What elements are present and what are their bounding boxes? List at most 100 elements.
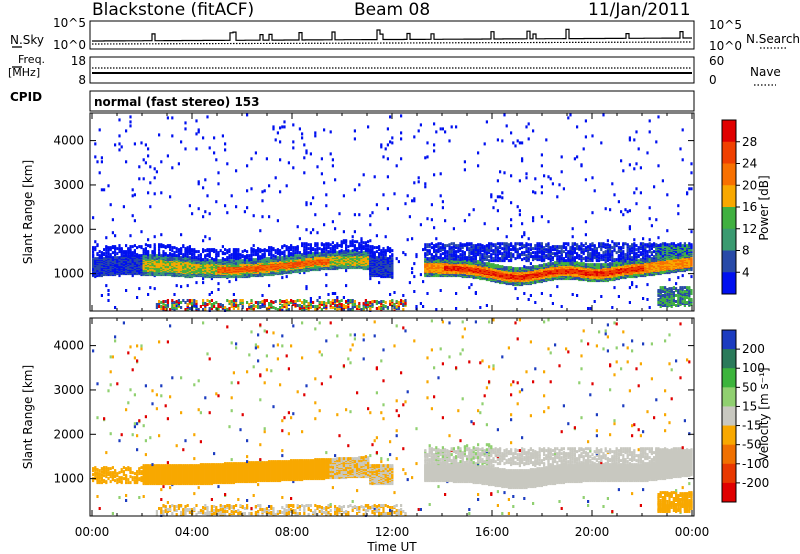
power-cell (470, 242, 473, 246)
power-cell (228, 307, 231, 310)
power-cell (162, 305, 165, 308)
power-cell (292, 123, 295, 127)
power-cell (184, 121, 187, 125)
power-cell (195, 132, 198, 136)
power-cell (499, 170, 502, 174)
power-cell (160, 160, 163, 164)
power-cell (254, 305, 257, 308)
power-cell (237, 304, 240, 307)
power-cell (144, 254, 147, 258)
power-cell (131, 214, 134, 218)
power-cell (153, 235, 156, 239)
power-cell (265, 249, 268, 253)
power-cell (477, 164, 480, 168)
power-cell (144, 243, 147, 247)
power-cell (428, 243, 431, 247)
power-cell (485, 244, 488, 248)
power-cell (257, 305, 260, 308)
power-cell (371, 300, 374, 303)
power-cell (155, 303, 158, 306)
power-cell (138, 254, 141, 258)
power-cell (283, 125, 286, 129)
power-cell (186, 246, 189, 250)
power-cell (261, 215, 264, 219)
power-cell (358, 242, 361, 246)
power-cell (184, 256, 187, 260)
power-cell (94, 248, 97, 252)
power-cell (114, 250, 117, 254)
power-cell (303, 143, 306, 147)
power-cell (140, 254, 143, 258)
power-cell (510, 218, 513, 222)
power-cell (441, 243, 444, 247)
power-cell (175, 302, 178, 305)
power-cell (127, 247, 130, 251)
power-cell (105, 254, 108, 258)
power-cell (382, 304, 385, 307)
power-cell (272, 125, 275, 129)
power-cell (204, 249, 207, 253)
power-cell (171, 116, 174, 120)
power-cell (158, 251, 161, 255)
power-cell (142, 252, 145, 256)
power-cell (281, 251, 284, 255)
power-cell (345, 269, 348, 273)
power-cell (353, 230, 356, 234)
power-cell (521, 157, 524, 161)
power-cell (485, 304, 488, 307)
power-cell (305, 305, 308, 308)
power-cell (228, 248, 231, 252)
power-cell (160, 301, 163, 304)
power-cell (252, 244, 255, 248)
power-cell (149, 244, 152, 248)
power-cell (325, 284, 328, 288)
power-cell (173, 306, 176, 309)
power-cell (195, 256, 198, 260)
power-cell (215, 252, 218, 256)
power-cell (246, 259, 249, 263)
power-cell (485, 255, 488, 259)
power-cell (204, 254, 207, 258)
power-cell (481, 244, 484, 248)
power-cell (327, 242, 330, 246)
power-cell (496, 179, 499, 183)
power-cell (144, 249, 147, 253)
power-cell (263, 189, 266, 193)
power-cell (111, 231, 114, 235)
power-cell (347, 249, 350, 253)
power-cell (505, 124, 508, 128)
power-cell (314, 213, 317, 217)
power-cell (287, 301, 290, 304)
power-cell (316, 305, 319, 308)
power-cell (217, 259, 220, 263)
power-cell (259, 248, 262, 252)
power-cell (499, 265, 502, 269)
power-cell (285, 299, 288, 302)
power-cell (107, 255, 110, 259)
power-cell (100, 255, 103, 259)
power-cell (290, 244, 293, 248)
power-cell (206, 258, 209, 262)
power-cell (424, 156, 427, 160)
power-cell (459, 242, 462, 246)
power-cell (140, 245, 143, 249)
power-cell (375, 246, 378, 250)
power-cell (485, 262, 488, 266)
power-cell (435, 130, 438, 134)
power-cell (270, 304, 273, 307)
power-cell (188, 245, 191, 249)
power-cell (512, 267, 515, 271)
power-cell (419, 302, 422, 305)
power-cell (444, 249, 447, 253)
power-cell (375, 300, 378, 303)
power-cell (316, 165, 319, 169)
power-cell (100, 156, 103, 160)
power-cell (345, 239, 348, 243)
power-cell (173, 253, 176, 257)
power-cell (463, 168, 466, 172)
nsky-tick-bottom: 10^0 (53, 38, 86, 52)
power-cell (463, 160, 466, 164)
power-cell (169, 248, 172, 252)
power-cell (479, 243, 482, 247)
power-cell (512, 141, 515, 145)
